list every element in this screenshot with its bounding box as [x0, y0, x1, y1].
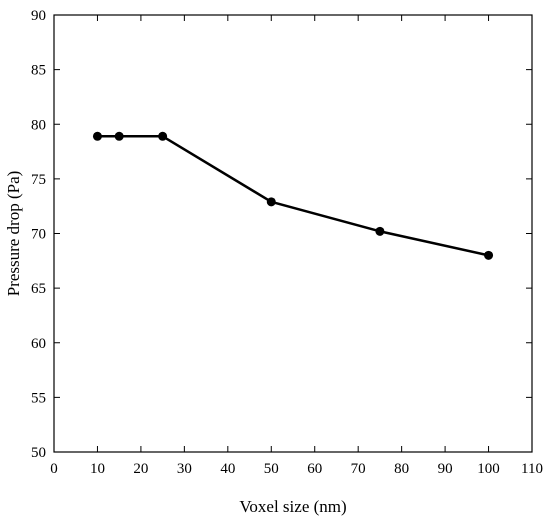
x-tick-label: 60: [307, 461, 322, 477]
x-tick-label: 50: [264, 461, 279, 477]
x-tick-label: 30: [177, 461, 192, 477]
y-axis: 50 55 60 65 70 75 80 85 90: [31, 8, 532, 461]
x-tick-label: 80: [394, 461, 409, 477]
x-tick-label: 20: [133, 461, 148, 477]
x-tick-label: 10: [90, 461, 105, 477]
y-tick-label: 80: [31, 117, 46, 133]
series-line: [97, 135, 489, 257]
data-point: [375, 226, 385, 236]
data-point: [92, 131, 102, 141]
y-tick-label: 60: [31, 336, 46, 352]
y-tick-label: 65: [31, 281, 46, 297]
data-point: [484, 250, 494, 260]
y-tick-label: 85: [31, 63, 46, 79]
y-axis-title: Pressure drop (Pa): [4, 171, 23, 297]
x-axis-title: Voxel size (nm): [239, 497, 346, 516]
y-tick-label: 55: [31, 390, 46, 406]
y-tick-label: 90: [31, 8, 46, 24]
x-tick-label: 110: [521, 461, 543, 477]
x-tick-label: 90: [438, 461, 453, 477]
x-tick-label: 100: [477, 461, 500, 477]
series-layer: [92, 131, 494, 260]
data-point: [266, 197, 276, 207]
y-tick-label: 50: [31, 445, 46, 461]
x-tick-label: 0: [50, 461, 58, 477]
x-tick-label: 40: [220, 461, 235, 477]
y-tick-label: 70: [31, 227, 46, 243]
data-point: [158, 131, 168, 141]
plot-frame: [53, 14, 533, 453]
y-tick-label: 75: [31, 172, 46, 188]
x-tick-label: 70: [351, 461, 366, 477]
x-axis: 0 10 20 30 40 50 60 70 80 90 100 110: [50, 15, 543, 477]
data-point: [114, 131, 124, 141]
